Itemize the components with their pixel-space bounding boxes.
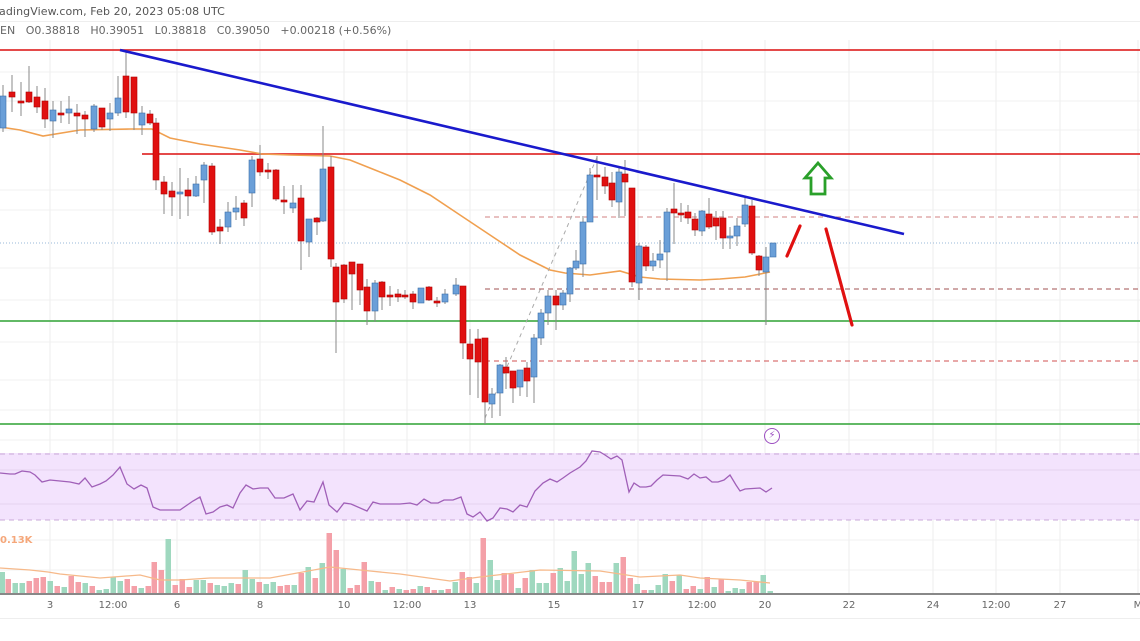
symbol-suffix: EN: [0, 24, 16, 37]
moving-average-line: [0, 126, 771, 281]
open-value: O0.38818: [25, 24, 80, 37]
lightning-alert-icon[interactable]: ⚡: [764, 428, 780, 444]
chart-header: adingView.com, Feb 20, 2023 05:08 UTC: [0, 0, 1140, 22]
x-tick-label: 13: [463, 600, 477, 611]
x-tick-label: 15: [547, 600, 561, 611]
header-divider: [0, 21, 1140, 22]
x-tick-label: 27: [1053, 600, 1067, 611]
x-tick-label: 17: [631, 600, 645, 611]
chart-title: adingView.com, Feb 20, 2023 05:08 UTC: [0, 5, 225, 18]
close-value: C0.39050: [216, 24, 270, 37]
change-value: +0.00218 (+0.56%): [280, 24, 392, 37]
x-tick-label: 20: [758, 600, 772, 611]
x-tick-label: 22: [842, 600, 856, 611]
x-tick-label: 12:00: [98, 600, 128, 611]
ohlc-legend: EN O0.38818 H0.39051 L0.38818 C0.39050 +…: [0, 24, 398, 40]
x-tick-label: 6: [173, 600, 181, 611]
x-tick-label: 10: [337, 600, 351, 611]
x-tick-label: 12:00: [687, 600, 717, 611]
x-tick-label: 12:00: [981, 600, 1011, 611]
x-tick-label: M: [1133, 600, 1140, 611]
low-value: L0.38818: [154, 24, 207, 37]
rsi-panel: [0, 453, 1140, 521]
horizontal-levels: [0, 49, 1140, 425]
candlestick-series: [0, 50, 777, 424]
rsi-line: [0, 450, 773, 522]
volume-label: 0.13K: [0, 535, 33, 546]
time-axis[interactable]: 3 12:00 6 8 10 12:00 13 15 17 12:00 20 22 24 12:00 27 M: [0, 593, 1140, 619]
high-value: H0.39051: [90, 24, 145, 37]
scenario-annotations: [785, 160, 854, 327]
x-tick-label: 12:00: [392, 600, 422, 611]
x-tick-label: 3: [46, 600, 54, 611]
x-tick-label: 24: [926, 600, 940, 611]
x-tick-label: 8: [256, 600, 264, 611]
descending-trendline[interactable]: [119, 48, 905, 236]
axis-bottom-divider: [0, 618, 1140, 619]
volume-panel: [0, 533, 773, 593]
